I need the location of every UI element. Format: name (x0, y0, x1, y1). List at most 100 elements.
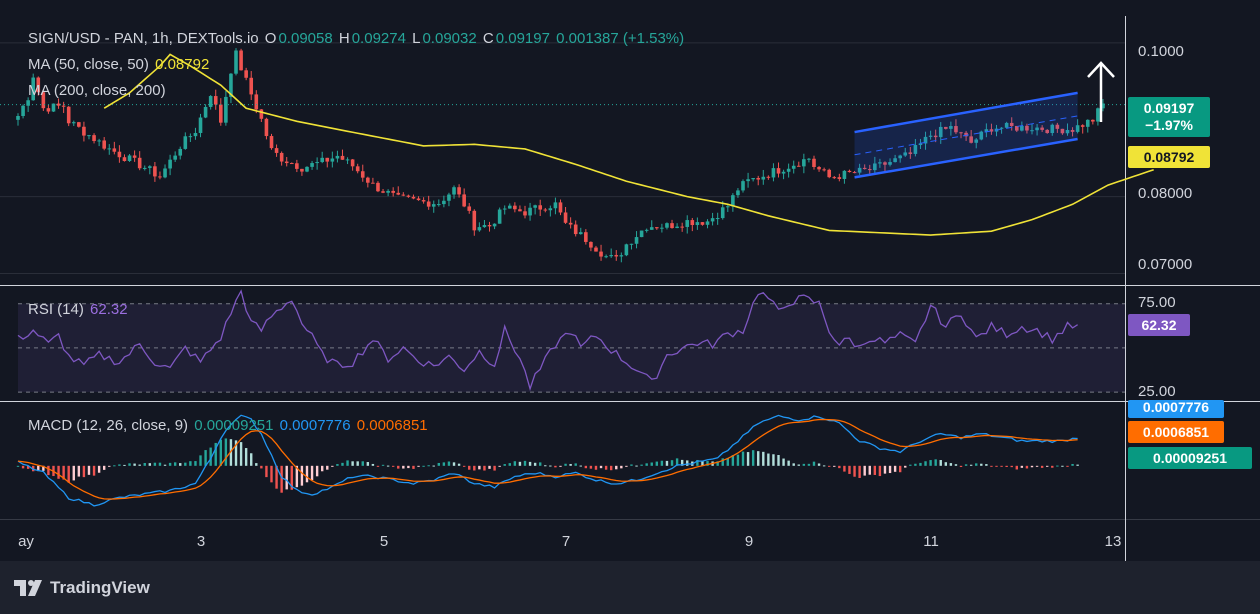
candle-body (984, 129, 989, 132)
candle-body (954, 126, 958, 133)
ma200-legend[interactable]: MA (200, close, 200) (28, 82, 166, 99)
candle-body (279, 152, 284, 162)
candle-body (528, 207, 532, 216)
candle-body (660, 227, 664, 229)
candle-body (391, 190, 395, 193)
price-legend: SIGN/USD - PAN, 1h, DEXTools.io O 0.09058… (28, 30, 685, 47)
macd-histogram-bar (148, 463, 152, 466)
candle-body (746, 179, 750, 182)
macd-histogram-bar (959, 465, 963, 467)
candle-body (888, 162, 892, 165)
macd-histogram-bar (366, 462, 370, 466)
candle-body (178, 148, 183, 156)
candle-body (594, 247, 598, 252)
candle-body (335, 155, 340, 159)
candle-body (944, 126, 948, 129)
candle-body (224, 96, 228, 123)
candle-body (477, 227, 482, 231)
candle-body (655, 227, 659, 229)
candle-body (518, 209, 522, 212)
macd-histogram-bar (1056, 465, 1059, 467)
macd-histogram-bar (437, 462, 441, 466)
candle-body (548, 208, 553, 211)
candle-body (553, 202, 558, 209)
macd-histogram-bar (138, 464, 141, 466)
macd-histogram-bar (26, 465, 30, 469)
candle-body (543, 209, 548, 211)
candle-body (938, 126, 943, 138)
candle-body (340, 155, 345, 160)
tradingview-logo[interactable]: TradingView (14, 578, 150, 598)
macd-histogram-bar (483, 465, 486, 471)
candle-body (847, 170, 852, 173)
candle-body (1085, 119, 1090, 127)
candle-body (264, 118, 269, 137)
macd-histogram-bar (422, 465, 425, 467)
macd-histogram-bar (315, 465, 319, 477)
macd-histogram-bar (391, 465, 395, 467)
macd-histogram-bar (194, 461, 197, 466)
chart-canvas[interactable] (0, 0, 1260, 561)
macd-histogram-bar (224, 438, 228, 466)
candle-body (208, 96, 213, 107)
macd-histogram-bar (822, 465, 826, 467)
candle-body (244, 70, 248, 78)
candle-body (41, 92, 46, 109)
candle-body (97, 140, 101, 142)
macd-histogram-bar (133, 463, 136, 466)
macd-histogram-bar (204, 450, 207, 466)
candle-body (832, 177, 837, 179)
candle-body (807, 158, 811, 160)
macd-histogram-bar (250, 453, 253, 466)
macd-signal-value: 0.0006851 (356, 417, 428, 434)
macd-histogram-bar (741, 451, 745, 466)
rsi-legend[interactable]: RSI (14) 62.32 (28, 301, 128, 318)
low-value: 0.09032 (422, 30, 477, 47)
candle-body (705, 221, 710, 225)
ma50-legend[interactable]: MA (50, close, 50) 0.08792 (28, 56, 210, 73)
change-percent: −1.97% (1145, 117, 1193, 133)
candle-body (46, 108, 51, 112)
candle-body (974, 139, 979, 143)
change-value: 0.001387 (+1.53%) (556, 30, 685, 47)
macd-histogram-bar (736, 454, 740, 466)
macd-histogram-bar (346, 460, 349, 466)
candle-body (310, 163, 314, 167)
macd-line-badge: 0.0007776 (1128, 400, 1224, 418)
candle-body (533, 205, 537, 208)
candle-body (969, 136, 973, 143)
ma50-badge: 0.08792 (1128, 146, 1210, 168)
symbol-title[interactable]: SIGN/USD - PAN, 1h, DEXTools.io (28, 30, 259, 47)
candle-body (852, 172, 857, 174)
macd-histogram-bar (609, 465, 613, 471)
candle-body (933, 135, 938, 138)
macd-histogram-bar (255, 463, 258, 466)
candle-body (700, 222, 705, 225)
price-tick: 0.07000 (1138, 256, 1193, 273)
macd-histogram-bar (239, 442, 243, 466)
candle-body (802, 159, 806, 167)
macd-histogram-bar (326, 465, 329, 470)
macd-histogram-bar (544, 465, 547, 467)
macd-histogram-bar (290, 465, 293, 490)
macd-histogram-bar (1020, 465, 1024, 468)
macd-histogram-bar (579, 465, 582, 467)
macd-histogram-bar (300, 465, 304, 486)
macd-histogram-bar (883, 465, 887, 474)
macd-histogram-bar (498, 465, 501, 467)
macd-histogram-bar (564, 463, 567, 466)
macd-histogram-bar (655, 461, 659, 466)
candle-body (989, 129, 994, 132)
candle-body (908, 152, 913, 154)
candle-body (1050, 124, 1055, 134)
macd-histogram-bar (539, 462, 542, 466)
macd-histogram-bar (584, 465, 588, 469)
macd-histogram-bar (1071, 463, 1074, 466)
macd-histogram-bar (321, 465, 324, 472)
candle-body (137, 157, 142, 169)
macd-histogram-bar (964, 464, 968, 466)
macd-histogram-bar (341, 462, 344, 466)
macd-legend[interactable]: MACD (12, 26, close, 9) 0.00009251 0.000… (28, 417, 428, 434)
candle-body (360, 171, 365, 178)
